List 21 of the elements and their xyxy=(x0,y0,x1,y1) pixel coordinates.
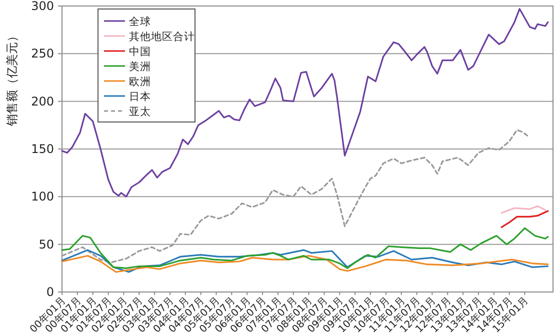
line-series xyxy=(500,210,549,228)
y-tick-label: 250 xyxy=(31,46,54,61)
legend-label: 美洲 xyxy=(129,60,151,73)
line-series xyxy=(61,227,549,269)
legend-label: 欧洲 xyxy=(129,75,151,88)
line-series xyxy=(61,8,549,198)
y-tick-label: 50 xyxy=(38,237,54,252)
y-axis-title: 销售额（亿美元） xyxy=(5,30,19,127)
line-series xyxy=(61,249,549,273)
legend-label: 亚太 xyxy=(129,105,151,118)
y-tick-label: 100 xyxy=(31,190,54,204)
legend-label: 中国 xyxy=(129,45,151,58)
y-tick-label: 0 xyxy=(46,285,54,299)
legend-label: 其他地区合计 xyxy=(129,30,195,43)
legend-label: 全球 xyxy=(129,15,151,28)
legend-label: 日本 xyxy=(129,90,151,103)
line-series xyxy=(500,205,546,214)
line-series xyxy=(61,254,549,273)
y-tick-label: 200 xyxy=(31,94,54,108)
y-tick-label: 300 xyxy=(31,0,54,13)
y-tick-label: 150 xyxy=(31,142,54,156)
